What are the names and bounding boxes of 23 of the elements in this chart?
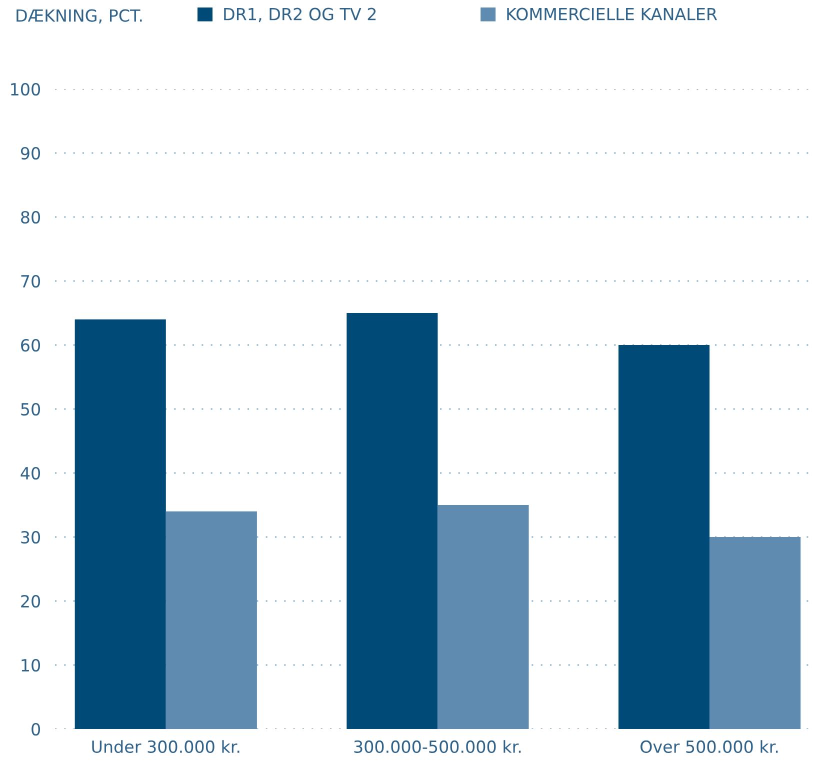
bar	[346, 313, 438, 729]
y-tick-label: 80	[21, 210, 40, 224]
legend-label: KOMMERCIELLE KANALER	[507, 8, 718, 20]
y-tick-label: 40	[20, 466, 40, 480]
bar	[166, 511, 257, 729]
y-axis-title: DÆKNING, PCT.	[16, 9, 142, 24]
y-tick-label: 30	[21, 530, 40, 544]
x-tick-label: Over 500.000 kr.	[640, 740, 778, 754]
x-tick-label: 300.000-500.000 kr.	[354, 740, 521, 754]
bar	[710, 537, 801, 729]
bar	[618, 345, 710, 729]
bar	[74, 319, 166, 729]
y-tick-label: 70	[21, 274, 40, 288]
y-tick-label: 20	[21, 594, 40, 608]
y-tick-label: 100	[11, 82, 40, 96]
bar	[438, 505, 529, 729]
legend-label: DR1, DR2 OG TV 2	[224, 8, 376, 22]
y-tick-label: 0	[32, 722, 40, 736]
y-tick-label: 10	[22, 658, 40, 672]
y-tick-label: 60	[21, 338, 40, 352]
x-tick-label: Under 300.000 kr.	[92, 740, 240, 754]
y-tick-label: 50	[21, 402, 40, 416]
y-tick-label: 90	[20, 146, 40, 160]
